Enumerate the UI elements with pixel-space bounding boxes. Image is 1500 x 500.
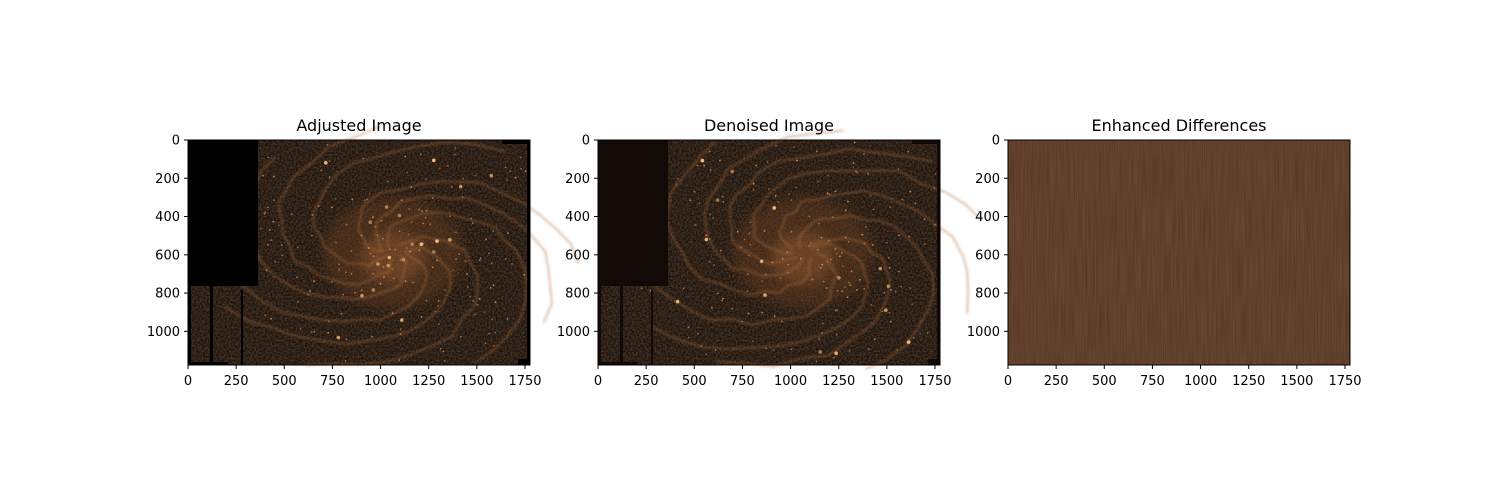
- x-tick-label: 250: [224, 374, 249, 389]
- x-tick-label: 1000: [1184, 374, 1217, 389]
- x-tick-label: 0: [1004, 374, 1012, 389]
- panel-title: Enhanced Differences: [1091, 116, 1266, 135]
- y-tick-label: 0: [172, 134, 180, 149]
- x-tick-label: 500: [682, 374, 707, 389]
- heatmap-image: [188, 125, 580, 366]
- x-tick-label: 250: [1044, 374, 1069, 389]
- y-tick-label: 800: [565, 287, 590, 302]
- x-tick-label: 1750: [508, 374, 541, 389]
- x-tick-label: 1250: [412, 374, 445, 389]
- x-tick-label: 1750: [918, 374, 951, 389]
- y-tick-label: 400: [565, 210, 590, 225]
- x-tick-label: 750: [730, 374, 755, 389]
- panel-adjusted: 0 250 500 750 1000 1250 1500 1750 0 200 400 600 800 1…: [147, 116, 580, 389]
- x-tick-label: 1500: [870, 374, 903, 389]
- panel-difference: 0 250 500 750 1000 1250 1500 1750 0 200 400 600 800 1…: [967, 116, 1362, 389]
- y-tick-label: 600: [155, 248, 180, 263]
- y-tick-label: 1000: [967, 325, 1000, 340]
- x-tick-label: 0: [594, 374, 602, 389]
- x-tick-label: 1500: [460, 374, 493, 389]
- axes-frame: [187, 139, 531, 366]
- y-tick-label: 800: [155, 287, 180, 302]
- heatmap-image: [598, 129, 983, 370]
- no-data-mask: [598, 140, 940, 365]
- axes-frame: [1007, 139, 1351, 366]
- no-data-mask: [188, 140, 530, 365]
- y-tick-label: 1000: [147, 325, 180, 340]
- x-tick-label: 250: [634, 374, 659, 389]
- x-tick-label: 750: [1140, 374, 1165, 389]
- x-tick-label: 500: [1092, 374, 1117, 389]
- x-tick-label: 1500: [1280, 374, 1313, 389]
- y-tick-label: 400: [975, 210, 1000, 225]
- x-tick-label: 1750: [1328, 374, 1361, 389]
- x-tick-label: 1250: [822, 374, 855, 389]
- panel-denoised: 0 250 500 750 1000 1250 1500 1750 0 200 400 600 800 1…: [557, 116, 983, 389]
- x-tick-label: 1250: [1232, 374, 1265, 389]
- x-tick-label: 750: [320, 374, 345, 389]
- panel-title: Adjusted Image: [296, 116, 421, 135]
- y-tick-label: 200: [975, 172, 1000, 187]
- x-tick-label: 1000: [774, 374, 807, 389]
- y-tick-label: 600: [975, 248, 1000, 263]
- y-tick-label: 400: [155, 210, 180, 225]
- y-tick-label: 200: [155, 172, 180, 187]
- y-tick-label: 0: [582, 134, 590, 149]
- y-tick-label: 800: [975, 287, 1000, 302]
- y-tick-label: 1000: [557, 325, 590, 340]
- y-tick-label: 0: [992, 134, 1000, 149]
- x-tick-label: 500: [272, 374, 297, 389]
- heatmap-image: [1008, 140, 1350, 365]
- panel-title: Denoised Image: [704, 116, 834, 135]
- x-tick-label: 0: [184, 374, 192, 389]
- x-tick-label: 1000: [364, 374, 397, 389]
- y-tick-label: 600: [565, 248, 590, 263]
- y-tick-label: 200: [565, 172, 590, 187]
- axes-frame: [597, 139, 941, 366]
